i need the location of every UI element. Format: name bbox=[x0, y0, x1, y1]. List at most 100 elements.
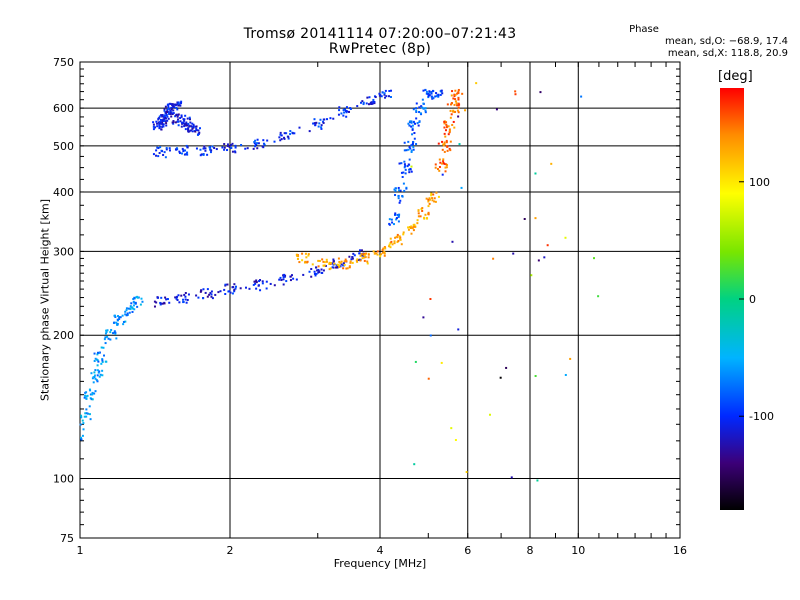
data-point bbox=[304, 252, 307, 255]
data-point bbox=[404, 164, 407, 167]
data-point bbox=[434, 163, 437, 166]
data-point bbox=[329, 262, 332, 265]
data-point bbox=[407, 226, 410, 229]
data-point bbox=[417, 209, 420, 212]
data-point bbox=[273, 284, 276, 287]
data-point bbox=[85, 408, 88, 411]
x-tick-label: 2 bbox=[227, 544, 234, 557]
data-point bbox=[209, 291, 212, 294]
data-point bbox=[184, 124, 187, 127]
data-point bbox=[226, 145, 229, 148]
data-point bbox=[348, 110, 351, 113]
data-point bbox=[98, 370, 101, 373]
data-point bbox=[318, 122, 321, 125]
noise-point bbox=[564, 236, 567, 239]
data-point bbox=[164, 114, 167, 117]
data-point bbox=[170, 106, 173, 109]
data-point bbox=[253, 141, 256, 144]
data-point bbox=[394, 194, 397, 197]
noise-point bbox=[441, 173, 444, 176]
data-point bbox=[185, 144, 188, 147]
data-point bbox=[178, 301, 181, 304]
data-point bbox=[253, 280, 256, 283]
data-point bbox=[391, 243, 394, 246]
data-point bbox=[417, 124, 420, 127]
data-point bbox=[167, 105, 170, 108]
data-point bbox=[329, 267, 332, 270]
data-point bbox=[167, 107, 170, 110]
data-point bbox=[388, 222, 391, 225]
data-point bbox=[168, 147, 171, 150]
data-point bbox=[125, 314, 128, 317]
data-point bbox=[451, 90, 454, 93]
data-point bbox=[219, 290, 222, 293]
data-point bbox=[448, 131, 451, 134]
data-point bbox=[427, 200, 430, 203]
data-point bbox=[431, 199, 434, 202]
data-point bbox=[355, 259, 358, 262]
noise-point bbox=[492, 257, 495, 260]
data-point bbox=[202, 147, 205, 150]
data-point bbox=[214, 293, 217, 296]
data-point bbox=[383, 250, 386, 253]
data-point bbox=[443, 132, 446, 135]
data-point bbox=[419, 112, 422, 115]
data-point bbox=[397, 195, 400, 198]
data-point bbox=[115, 321, 118, 324]
data-point bbox=[231, 150, 234, 153]
data-point bbox=[342, 109, 345, 112]
data-point bbox=[422, 89, 425, 92]
data-point bbox=[162, 153, 165, 156]
data-point bbox=[234, 287, 237, 290]
data-point bbox=[343, 260, 346, 263]
data-point bbox=[210, 295, 213, 298]
data-point bbox=[398, 201, 401, 204]
noise-point bbox=[413, 463, 416, 466]
data-point bbox=[110, 328, 113, 331]
data-point bbox=[362, 101, 365, 104]
data-point bbox=[174, 103, 177, 106]
data-point bbox=[195, 147, 198, 150]
data-point bbox=[280, 279, 283, 282]
data-point bbox=[168, 149, 171, 152]
data-point bbox=[345, 106, 348, 109]
data-point bbox=[430, 92, 433, 95]
data-point bbox=[187, 293, 190, 296]
data-point bbox=[209, 151, 212, 154]
data-point bbox=[158, 124, 161, 127]
data-point bbox=[344, 258, 347, 261]
data-point bbox=[211, 145, 214, 148]
data-point bbox=[432, 97, 435, 100]
data-point bbox=[349, 261, 352, 264]
data-point bbox=[156, 125, 159, 128]
data-point bbox=[254, 139, 257, 142]
data-point bbox=[416, 122, 419, 125]
data-point bbox=[204, 149, 207, 152]
data-point bbox=[81, 434, 84, 437]
data-point bbox=[321, 271, 324, 274]
data-point bbox=[402, 231, 405, 234]
data-point bbox=[451, 123, 454, 126]
data-point bbox=[92, 381, 95, 384]
data-point bbox=[121, 314, 124, 317]
data-point bbox=[304, 260, 307, 263]
data-point bbox=[182, 118, 185, 121]
data-point bbox=[454, 100, 457, 103]
data-point bbox=[210, 290, 213, 293]
data-point bbox=[339, 262, 342, 265]
data-point bbox=[390, 240, 393, 243]
data-point bbox=[366, 260, 369, 263]
data-point bbox=[195, 127, 198, 130]
data-point bbox=[306, 260, 309, 263]
y-axis-label: Stationary phase Virtual Height [km] bbox=[38, 198, 52, 402]
data-point bbox=[104, 342, 107, 345]
data-point bbox=[155, 154, 158, 157]
data-point bbox=[195, 125, 198, 128]
data-point bbox=[411, 124, 414, 127]
data-point bbox=[358, 252, 361, 255]
data-point bbox=[417, 215, 420, 218]
data-point bbox=[83, 415, 86, 418]
data-point bbox=[369, 101, 372, 104]
data-point bbox=[367, 256, 370, 259]
data-point bbox=[91, 398, 94, 401]
